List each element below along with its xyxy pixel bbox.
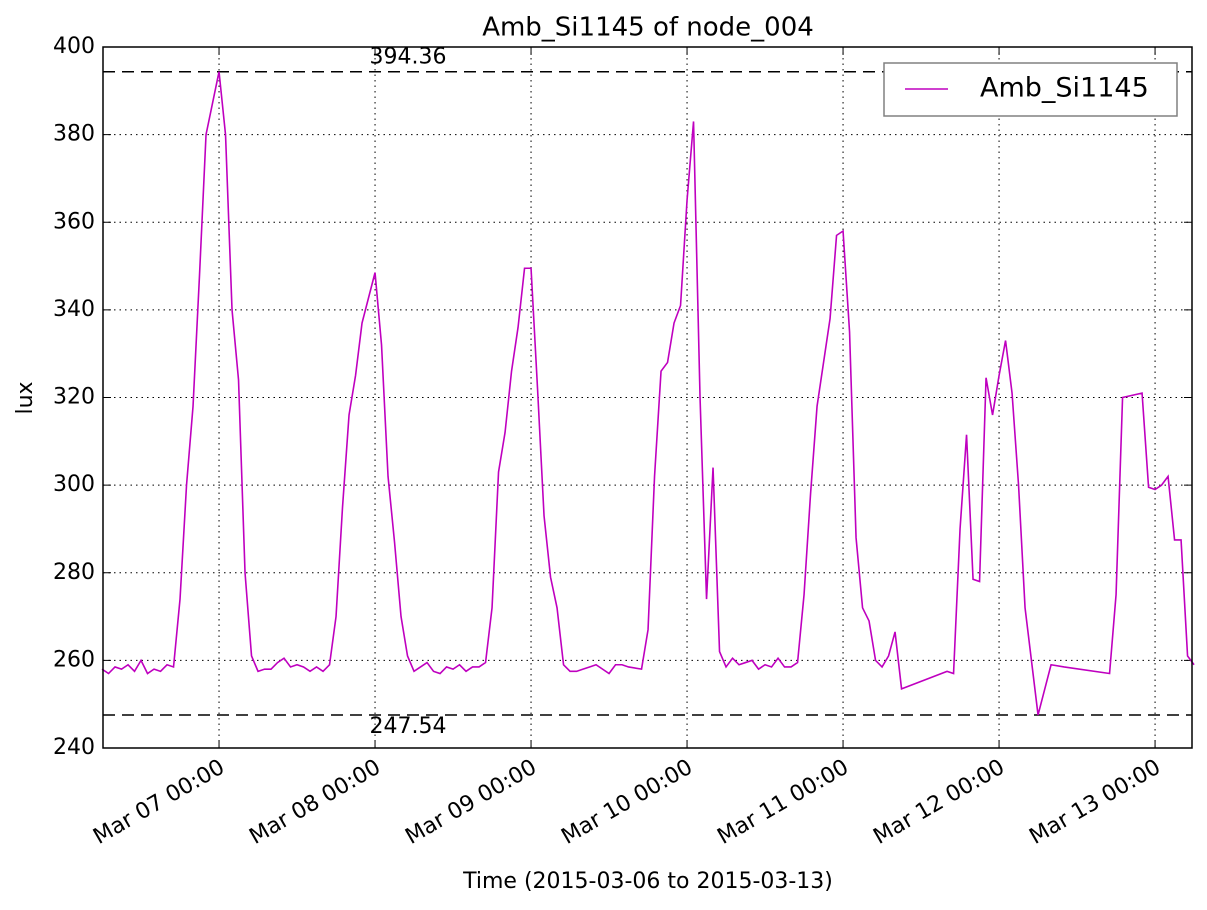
y-tick-label: 300: [53, 472, 95, 497]
x-axis-label: Time (2015-03-06 to 2015-03-13): [462, 869, 833, 894]
chart-title: Amb_Si1145 of node_004: [482, 13, 814, 43]
y-tick-label: 320: [53, 385, 95, 410]
y-tick-label: 280: [53, 560, 95, 585]
data-line: [101, 71, 1195, 716]
y-tick-label: 240: [53, 735, 95, 760]
reference-label: 394.36: [370, 45, 447, 70]
plot-frame: [102, 46, 1193, 749]
y-tick-label: 360: [53, 209, 95, 234]
legend-label: Amb_Si1145: [980, 73, 1149, 104]
y-tick-label: 260: [53, 647, 95, 672]
y-tick-label: 400: [53, 34, 95, 59]
y-axis-label: lux: [13, 381, 38, 414]
y-tick-label: 380: [53, 122, 95, 147]
reference-label: 247.54: [370, 714, 447, 739]
y-tick-label: 340: [53, 297, 95, 322]
